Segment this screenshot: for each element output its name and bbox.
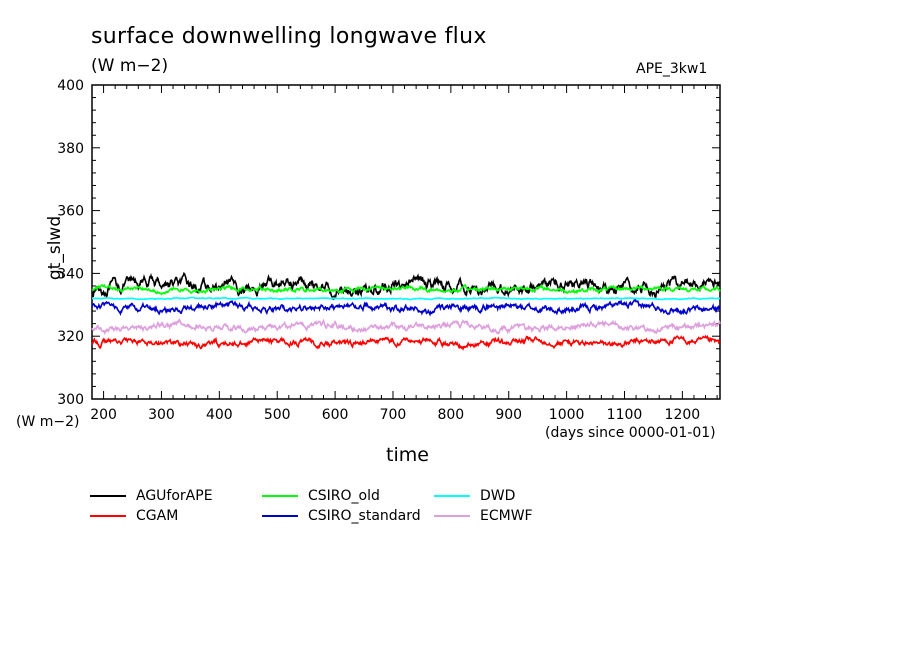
y-tick-label: 360 [57,204,84,220]
series-line-CGAM [91,334,721,351]
legend-item: CGAM [90,507,178,525]
series-line-CSIRO_old [91,283,721,296]
y-tick-label: 400 [57,78,84,94]
legend-label: DWD [480,488,516,504]
legend-item: CSIRO_standard [262,507,421,525]
y-tick-label: 320 [57,329,84,345]
legend-swatch [90,495,126,497]
legend-label: ECMWF [480,508,533,524]
series-line-CSIRO_standard [91,298,721,317]
legend-item: ECMWF [434,507,533,525]
y-tick-label: 380 [57,141,84,157]
y-axis-label: gt_slwd [45,215,65,281]
series-line-DWD [92,296,721,301]
x-tick-label: 1000 [549,407,585,423]
axis-ticks: 300 320 340 360 380 400 200 300 400 500 600 700 800 9… [57,78,720,423]
legend-item: DWD [434,487,515,505]
legend-label: CSIRO_old [308,488,380,504]
plot-frame [91,84,721,400]
legend-swatch [90,515,126,517]
legend-label: CGAM [136,508,179,524]
x-tick-label: 1100 [607,407,643,423]
x-tick-label: 500 [264,407,291,423]
series-line-AGUforAPE [91,271,721,301]
x-tick-label: 200 [90,407,117,423]
legend-item: CSIRO_old [262,487,380,505]
legend-item: AGUforAPE [90,487,213,505]
chart-units: (W m−2) [91,56,169,76]
x-tick-label: 900 [495,407,522,423]
data-series [91,271,721,351]
x-tick-label: 400 [206,407,233,423]
chart-title: surface downwelling longwave flux [91,24,487,49]
x-tick-label: 600 [322,407,349,423]
legend-swatch [262,515,298,517]
x-tick-label: 700 [380,407,407,423]
x-axis-label: time [386,444,429,466]
legend-swatch [434,495,470,497]
x-tick-label: 300 [148,407,175,423]
y-tick-label: 300 [57,392,84,408]
legend-label: AGUforAPE [136,488,213,504]
legend-label: CSIRO_standard [308,508,421,524]
x-unit-label: (days since 0000-01-01) [545,425,716,441]
legend-swatch [262,495,298,497]
y-unit-label: (W m−2) [16,414,80,430]
experiment-label: APE_3kw1 [636,61,708,77]
legend-swatch [434,515,470,517]
x-tick-label: 1200 [665,407,701,423]
x-tick-label: 800 [437,407,464,423]
y-tick-label: 340 [57,266,84,282]
series-line-ECMWF [91,317,721,336]
